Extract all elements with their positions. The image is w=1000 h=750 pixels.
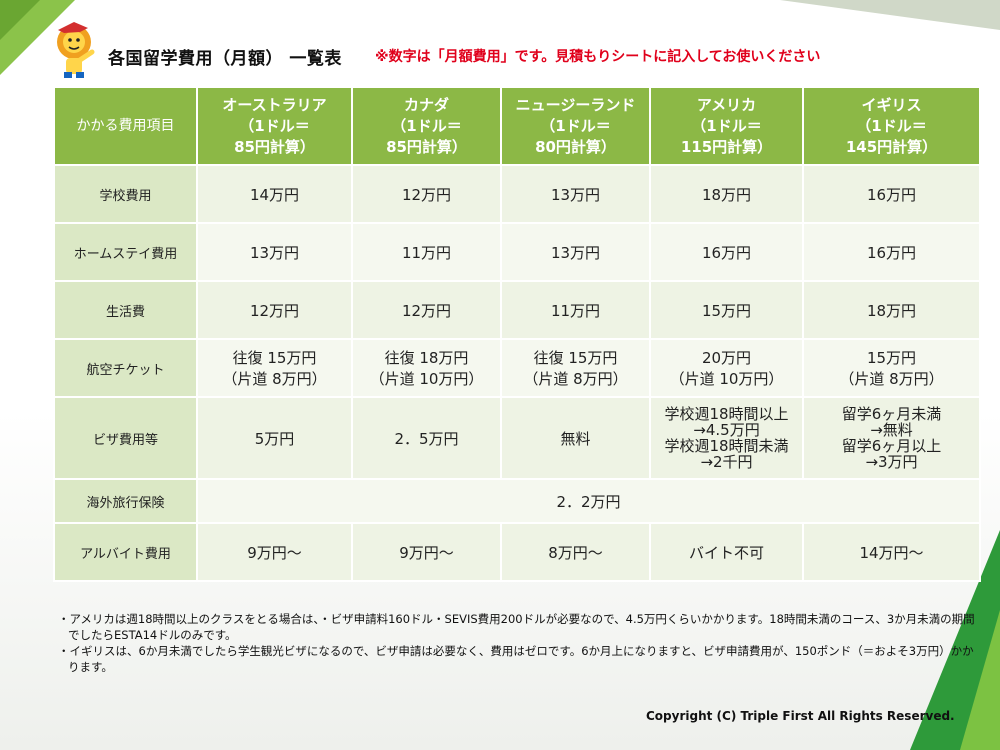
corner-decoration-bottom-right-light: [960, 610, 1000, 750]
cell-line: （片道 8万円）: [839, 370, 944, 388]
cell-line: →2千円: [700, 453, 753, 471]
table-cell: 18万円: [802, 280, 981, 340]
cell-line: →4.5万円: [693, 421, 760, 439]
table-row: 生活費 12万円 12万円 11万円 15万円 18万円: [53, 280, 981, 340]
cell-line: （片道 8万円）: [523, 370, 628, 388]
country-name: カナダ: [403, 95, 449, 114]
table-cell: 11万円: [351, 222, 502, 282]
header-canada: カナダ （1ドル＝ 85円計算）: [351, 86, 502, 166]
cell-line: 20万円: [701, 349, 752, 367]
row-label: 海外旅行保険: [53, 478, 198, 524]
cell-line: 学校週18時間以上: [664, 405, 789, 423]
table-cell: 14万円～: [802, 522, 981, 582]
country-name: イギリス: [861, 95, 922, 114]
cell-line: →無料: [870, 421, 913, 439]
row-label: 学校費用: [53, 164, 198, 224]
rate-value: 85円計算）: [386, 137, 467, 156]
rate-value: 145円計算）: [845, 137, 938, 156]
table-cell: 2．5万円: [351, 396, 502, 480]
rate-line: （1ドル＝: [691, 116, 762, 135]
header-uk: イギリス （1ドル＝ 145円計算）: [802, 86, 981, 166]
rate-value: 80円計算）: [535, 137, 616, 156]
header-usa: アメリカ （1ドル＝ 115円計算）: [649, 86, 804, 166]
copyright-text: Copyright (C) Triple First All Rights Re…: [646, 709, 955, 723]
table-cell: 13万円: [500, 164, 651, 224]
row-label: 航空チケット: [53, 338, 198, 398]
table-cell: 14万円: [196, 164, 353, 224]
lion-mascot-icon: [57, 22, 95, 78]
table-cell: 学校週18時間以上 →4.5万円 学校週18時間未満 →2千円: [649, 396, 804, 480]
page-title: 各国留学費用（月額） 一覧表: [108, 49, 342, 69]
rate-value: 115円計算）: [680, 137, 773, 156]
cell-line: 往復 15万円: [533, 349, 618, 367]
header-corner: かかる費用項目: [53, 86, 198, 166]
cell-line: 留学6ヶ月以上: [841, 437, 942, 455]
row-label: 生活費: [53, 280, 198, 340]
cell-line: 15万円: [866, 349, 917, 367]
table-row: 学校費用 14万円 12万円 13万円 18万円 16万円: [53, 164, 981, 224]
table-cell: 13万円: [500, 222, 651, 282]
cell-line: （片道 10万円）: [669, 370, 784, 388]
table-row: 航空チケット 往復 15万円 （片道 8万円） 往復 18万円 （片道 10万円…: [53, 338, 981, 398]
rate-line: （1ドル＝: [239, 116, 310, 135]
cost-table: かかる費用項目 オーストラリア （1ドル＝ 85円計算） カナダ （1ドル＝ 8…: [53, 86, 981, 582]
table-cell: 18万円: [649, 164, 804, 224]
table-cell: 往復 18万円 （片道 10万円）: [351, 338, 502, 398]
rate-line: （1ドル＝: [540, 116, 611, 135]
table-cell: 留学6ヶ月未満 →無料 留学6ヶ月以上 →3万円: [802, 396, 981, 480]
table-cell: 12万円: [196, 280, 353, 340]
table-cell: 9万円～: [351, 522, 502, 582]
corner-decoration-top-right: [780, 0, 1000, 30]
table-row: ビザ費用等 5万円 2．5万円 無料 学校週18時間以上 →4.5万円 学校週1…: [53, 396, 981, 480]
table-cell-merged: 2．2万円: [196, 478, 981, 524]
table-row: ホームステイ費用 13万円 11万円 13万円 16万円 16万円: [53, 222, 981, 282]
row-label: アルバイト費用: [53, 522, 198, 582]
cell-line: 往復 18万円: [384, 349, 469, 367]
table-cell: 16万円: [802, 222, 981, 282]
cell-line: →3万円: [865, 453, 918, 471]
table-row: 海外旅行保険 2．2万円: [53, 478, 981, 524]
country-name: アメリカ: [696, 95, 757, 114]
cell-line: 学校週18時間未満: [664, 437, 789, 455]
header-row: かかる費用項目 オーストラリア （1ドル＝ 85円計算） カナダ （1ドル＝ 8…: [53, 86, 981, 166]
cell-line: 往復 15万円: [232, 349, 317, 367]
country-name: ニュージーランド: [515, 95, 636, 114]
table-cell: 往復 15万円 （片道 8万円）: [196, 338, 353, 398]
header-new-zealand: ニュージーランド （1ドル＝ 80円計算）: [500, 86, 651, 166]
usage-note: ※数字は「月額費用」です。見積もりシートに記入してお使いください: [375, 49, 821, 65]
table-cell: 11万円: [500, 280, 651, 340]
rate-line: （1ドル＝: [856, 116, 927, 135]
cell-line: （片道 8万円）: [222, 370, 327, 388]
row-label: ビザ費用等: [53, 396, 198, 480]
table-cell: 12万円: [351, 280, 502, 340]
table-cell: 9万円～: [196, 522, 353, 582]
footnote: ・イギリスは、6か月未満でしたら学生観光ビザになるので、ビザ申請は必要なく、費用…: [58, 644, 974, 674]
footnote: ・アメリカは週18時間以上のクラスをとる場合は、・ビザ申請料160ドル・SEVI…: [58, 612, 975, 642]
cell-line: 留学6ヶ月未満: [841, 405, 942, 423]
table-cell: 15万円 （片道 8万円）: [802, 338, 981, 398]
header-australia: オーストラリア （1ドル＝ 85円計算）: [196, 86, 353, 166]
table-row: アルバイト費用 9万円～ 9万円～ 8万円～ バイト不可 14万円～: [53, 522, 981, 582]
table-cell: 往復 15万円 （片道 8万円）: [500, 338, 651, 398]
table-cell: 20万円 （片道 10万円）: [649, 338, 804, 398]
table-cell: 13万円: [196, 222, 353, 282]
footnotes: ・アメリカは週18時間以上のクラスをとる場合は、・ビザ申請料160ドル・SEVI…: [58, 611, 978, 675]
table-cell: 12万円: [351, 164, 502, 224]
corner-decoration-top-left-dark: [0, 0, 40, 40]
table-cell: 16万円: [802, 164, 981, 224]
row-label: ホームステイ費用: [53, 222, 198, 282]
table-cell: 16万円: [649, 222, 804, 282]
cell-line: （片道 10万円）: [369, 370, 484, 388]
table-cell: 15万円: [649, 280, 804, 340]
table-cell: 8万円～: [500, 522, 651, 582]
country-name: オーストラリア: [222, 95, 327, 114]
table-cell: バイト不可: [649, 522, 804, 582]
rate-line: （1ドル＝: [391, 116, 462, 135]
table-cell: 無料: [500, 396, 651, 480]
rate-value: 85円計算）: [234, 137, 315, 156]
table-cell: 5万円: [196, 396, 353, 480]
